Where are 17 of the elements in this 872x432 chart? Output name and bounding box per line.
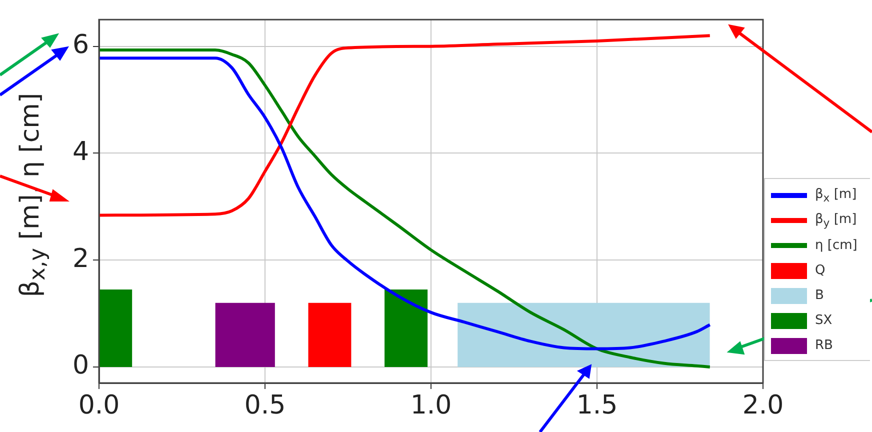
x-tick-label: 1.0: [410, 390, 452, 420]
x-tick-label: 0.0: [78, 390, 120, 420]
y-tick-label: 2: [72, 244, 89, 274]
legend-label: RB: [815, 338, 833, 353]
y-tick-label: 6: [72, 30, 89, 60]
x-tick-label: 1.5: [576, 390, 618, 420]
legend-label: B: [815, 288, 824, 303]
y-tick-label: 4: [72, 136, 89, 167]
y-tick-label: 0: [72, 350, 89, 381]
x-tick-label: 2.0: [742, 390, 784, 420]
x-tick-label: 0.5: [244, 390, 286, 420]
legend-label: β$_{x}$ [m]: [815, 186, 857, 204]
legend-label: β$_{y}$ [m]: [815, 212, 857, 230]
legend-label: η [cm]: [815, 238, 858, 253]
legend-label: SX: [815, 313, 832, 328]
legend-label: Q: [815, 263, 826, 278]
line-series: [99, 34, 712, 217]
